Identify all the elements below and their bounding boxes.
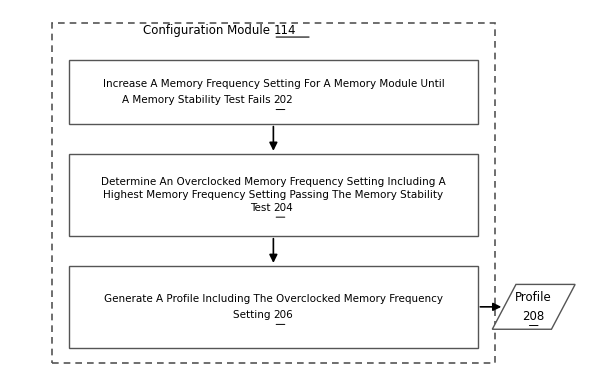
FancyBboxPatch shape bbox=[69, 60, 478, 124]
FancyBboxPatch shape bbox=[52, 23, 495, 363]
Text: Highest Memory Frequency Setting Passing The Memory Stability: Highest Memory Frequency Setting Passing… bbox=[103, 190, 443, 200]
Text: 204: 204 bbox=[274, 203, 293, 213]
Text: 206: 206 bbox=[274, 310, 293, 320]
Text: Generate A Profile Including The Overclocked Memory Frequency: Generate A Profile Including The Overclo… bbox=[104, 294, 443, 304]
Text: Profile: Profile bbox=[515, 291, 552, 304]
Text: Increase A Memory Frequency Setting For A Memory Module Until: Increase A Memory Frequency Setting For … bbox=[103, 79, 444, 89]
Text: 202: 202 bbox=[274, 95, 293, 105]
FancyBboxPatch shape bbox=[69, 266, 478, 348]
Polygon shape bbox=[492, 285, 575, 329]
Text: Configuration Module: Configuration Module bbox=[143, 24, 274, 37]
Text: 114: 114 bbox=[274, 24, 296, 37]
Text: Setting: Setting bbox=[233, 310, 274, 320]
Text: Determine An Overclocked Memory Frequency Setting Including A: Determine An Overclocked Memory Frequenc… bbox=[101, 176, 446, 187]
Text: 208: 208 bbox=[523, 310, 545, 323]
FancyBboxPatch shape bbox=[69, 154, 478, 236]
Text: Test: Test bbox=[250, 203, 274, 213]
Text: A Memory Stability Test Fails: A Memory Stability Test Fails bbox=[122, 95, 274, 105]
